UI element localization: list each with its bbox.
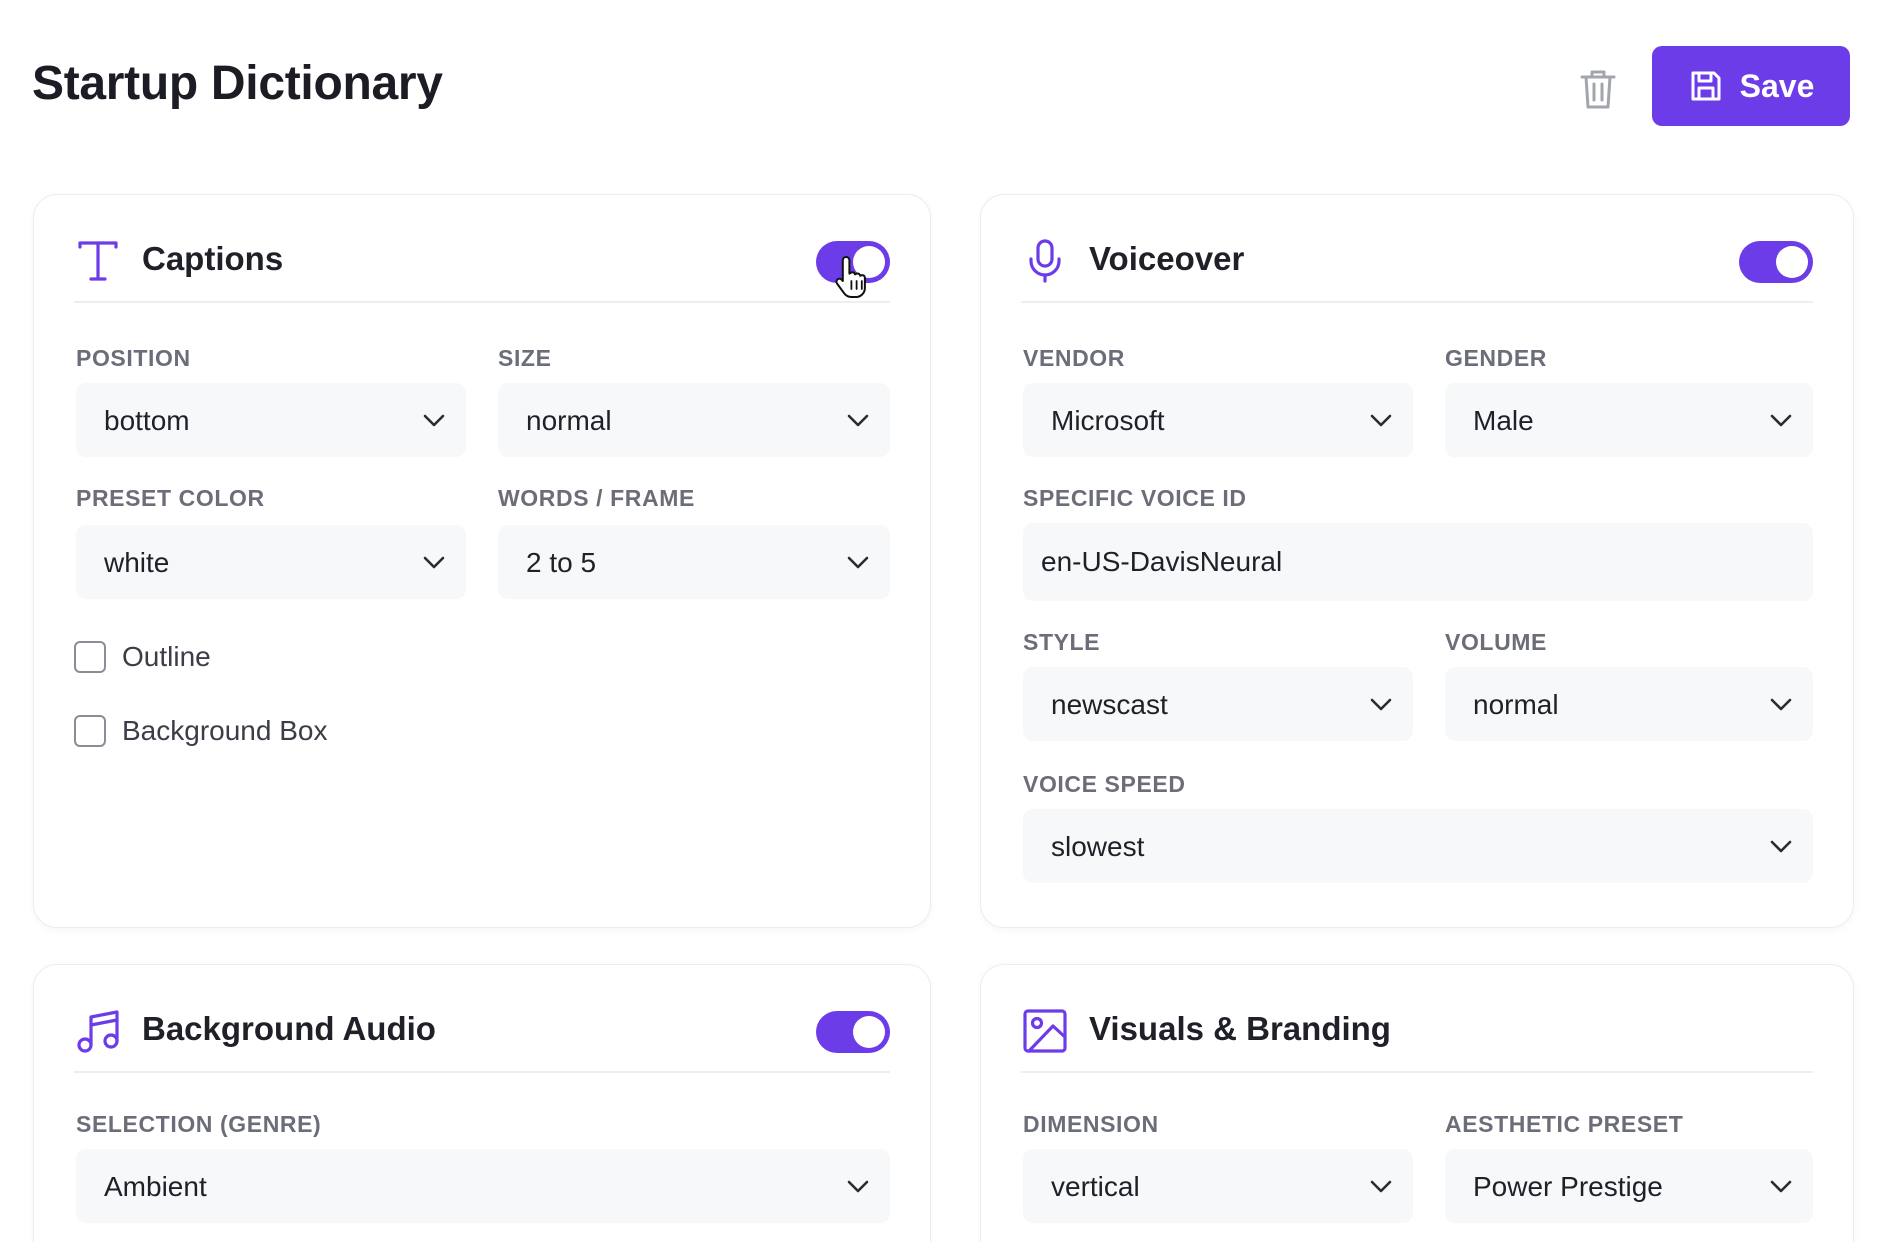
gender-select[interactable]: Male [1445,383,1813,457]
background-audio-title: Background Audio [142,1010,436,1047]
voice-id-label: SPECIFIC VOICE ID [1023,485,1247,511]
background-audio-toggle[interactable] [816,1011,890,1053]
chevron-down-icon [1770,1180,1792,1193]
voiceover-toggle[interactable] [1739,241,1813,283]
background-audio-card: Background Audio SELECTION (GENRE) Ambie… [33,964,931,1242]
preset-color-label: PRESET COLOR [76,485,265,511]
vendor-select[interactable]: Microsoft [1023,383,1413,457]
outline-checkbox[interactable] [74,641,106,673]
page-title: Startup Dictionary [32,57,443,110]
dimension-value: vertical [1051,1171,1140,1202]
music-note-icon [77,1010,119,1053]
vendor-label: VENDOR [1023,345,1126,371]
aesthetic-preset-select[interactable]: Power Prestige [1445,1149,1813,1223]
toggle-knob [853,246,885,278]
style-label: STYLE [1023,629,1101,655]
genre-select[interactable]: Ambient [76,1149,890,1223]
chevron-down-icon [847,556,869,569]
page-header: Startup Dictionary Save [32,46,1852,126]
outline-option[interactable]: Outline [74,641,211,673]
chevron-down-icon [1370,414,1392,427]
gender-label: GENDER [1445,345,1548,371]
floppy-disk-icon [1691,71,1721,101]
aesthetic-preset-value: Power Prestige [1473,1171,1663,1202]
style-select[interactable]: newscast [1023,667,1413,741]
chevron-down-icon [1370,698,1392,711]
save-button[interactable]: Save [1652,46,1850,126]
background-audio-header: Background Audio [74,965,890,1073]
voiceover-title: Voiceover [1089,240,1245,277]
words-frame-label: WORDS / FRAME [498,485,695,511]
position-select[interactable]: bottom [76,383,466,457]
genre-label: SELECTION (GENRE) [76,1111,322,1137]
aesthetic-preset-label: AESTHETIC PRESET [1445,1111,1684,1137]
chevron-down-icon [847,1180,869,1193]
voice-speed-label: VOICE SPEED [1023,771,1186,797]
captions-header: Captions [74,195,890,303]
voiceover-card: Voiceover VENDOR Microsoft GENDER Male S… [980,194,1854,928]
size-label: SIZE [498,345,552,371]
gender-value: Male [1473,405,1534,436]
volume-select[interactable]: normal [1445,667,1813,741]
chevron-down-icon [847,414,869,427]
delete-button[interactable] [1572,60,1624,118]
style-value: newscast [1051,689,1168,720]
visuals-branding-card: Visuals & Branding DIMENSION vertical AE… [980,964,1854,1242]
background-box-label: Background Box [122,715,328,746]
volume-label: VOLUME [1445,629,1547,655]
chevron-down-icon [1770,698,1792,711]
visuals-branding-title: Visuals & Branding [1089,1010,1391,1047]
text-type-icon [78,241,118,281]
captions-toggle[interactable] [816,241,890,283]
toggle-knob [853,1016,885,1048]
size-select[interactable]: normal [498,383,890,457]
image-icon [1023,1009,1067,1053]
voice-id-input[interactable] [1023,523,1813,601]
volume-value: normal [1473,689,1559,720]
background-box-option[interactable]: Background Box [74,715,327,747]
words-frame-value: 2 to 5 [526,547,597,578]
save-label: Save [1739,67,1815,104]
position-value: bottom [104,405,190,436]
position-label: POSITION [76,345,191,371]
toggle-knob [1776,246,1808,278]
chevron-down-icon [1370,1180,1392,1193]
captions-title: Captions [142,240,284,277]
preset-color-value: white [104,547,170,578]
captions-card: Captions POSITION bottom SIZE normal PRE… [33,194,931,928]
chevron-down-icon [1770,414,1792,427]
chevron-down-icon [423,414,445,427]
visuals-branding-header: Visuals & Branding [1021,965,1813,1073]
voice-speed-value: slowest [1051,831,1145,862]
chevron-down-icon [1770,840,1792,853]
trash-icon [1580,70,1616,109]
voice-speed-select[interactable]: slowest [1023,809,1813,883]
microphone-icon [1029,239,1061,283]
preset-color-select[interactable]: white [76,525,466,599]
vendor-value: Microsoft [1051,405,1165,436]
dimension-select[interactable]: vertical [1023,1149,1413,1223]
voiceover-header: Voiceover [1021,195,1813,303]
outline-label: Outline [122,641,211,672]
genre-value: Ambient [104,1171,207,1202]
dimension-label: DIMENSION [1023,1111,1159,1137]
background-box-checkbox[interactable] [74,715,106,747]
chevron-down-icon [423,556,445,569]
words-frame-select[interactable]: 2 to 5 [498,525,890,599]
size-value: normal [526,405,612,436]
